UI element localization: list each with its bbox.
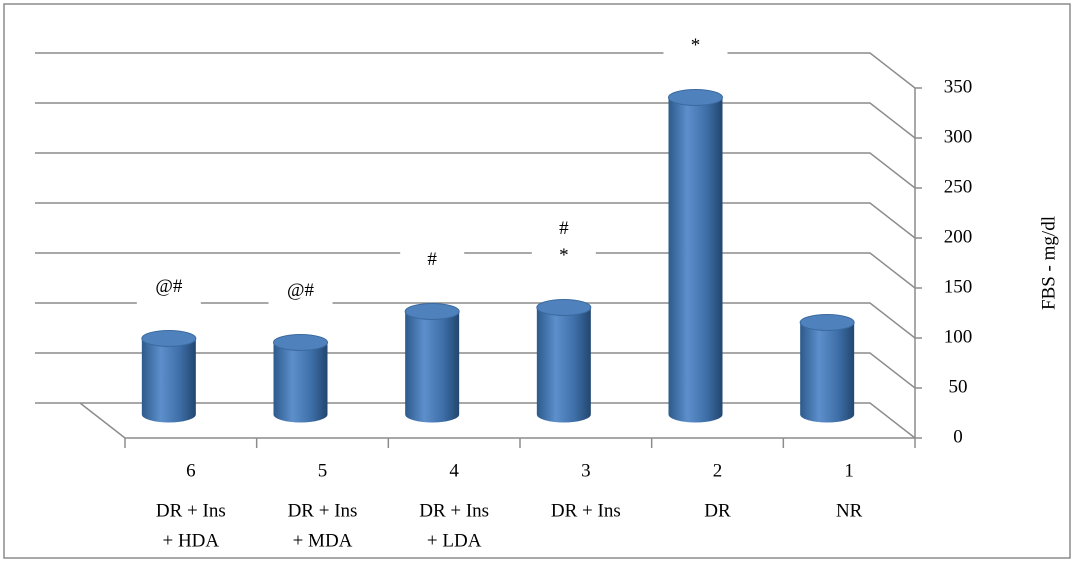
bar-body	[405, 311, 460, 423]
x-sublabel: DR + Ins	[551, 500, 621, 521]
x-sublabel: + MDA	[293, 530, 353, 551]
x-sublabel: DR	[704, 500, 731, 521]
grid-line	[35, 252, 916, 289]
annotation-bg	[663, 28, 728, 70]
bar-body	[273, 342, 328, 423]
annotation-bg	[136, 269, 201, 311]
bar-body	[668, 97, 723, 423]
annotation-bg	[400, 242, 465, 284]
bar-top	[141, 330, 197, 347]
x-sublabel: NR	[836, 500, 863, 521]
annotation: #	[559, 218, 569, 239]
x-sublabel: DR + Ins	[419, 500, 489, 521]
bar	[536, 299, 592, 423]
grid-line	[35, 202, 916, 239]
bar-top	[404, 303, 460, 320]
y-tick-label: 0	[953, 426, 963, 447]
y-tick-label: 150	[944, 276, 973, 297]
annotation-bg	[531, 211, 596, 280]
y-tick-label: 350	[944, 76, 973, 97]
x-tick-label: 2	[713, 460, 723, 481]
annotation: @#	[287, 280, 314, 301]
x-tick-label: 6	[186, 460, 196, 481]
bar-top	[799, 314, 855, 331]
bar-body	[141, 338, 196, 423]
bar-top	[536, 299, 592, 316]
bar	[141, 330, 197, 423]
bar-top	[273, 334, 328, 351]
x-sublabel: DR + Ins	[288, 500, 358, 521]
annotation-bg	[268, 273, 333, 315]
x-sublabel: + LDA	[427, 530, 482, 551]
x-tick-label: 5	[318, 460, 328, 481]
y-tick-label: 100	[944, 326, 973, 347]
grid-line	[35, 152, 916, 189]
x-tick-label: 3	[581, 460, 591, 481]
y-tick-label: 50	[949, 376, 968, 397]
y-tick-label: 300	[944, 126, 973, 147]
y-tick-label: 200	[944, 226, 973, 247]
bar	[404, 303, 460, 423]
annotation: @#	[155, 276, 182, 297]
annotation: *	[559, 245, 569, 266]
bar-body	[800, 322, 855, 423]
x-tick-label: 1	[844, 460, 854, 481]
bar-body	[536, 307, 591, 423]
bar	[668, 89, 723, 423]
y-tick-label: 250	[944, 176, 973, 197]
grid-line	[35, 52, 916, 89]
bar	[273, 334, 328, 423]
x-sublabel: DR + Ins	[156, 500, 226, 521]
annotation: *	[691, 35, 701, 56]
x-sublabel: + HDA	[163, 530, 220, 551]
grid-line	[35, 102, 916, 139]
annotation: #	[427, 249, 437, 270]
bar-top	[668, 89, 723, 106]
bar	[799, 314, 855, 423]
y-axis-title: FBS - mg/dl	[1038, 216, 1059, 310]
x-tick-label: 4	[449, 460, 459, 481]
